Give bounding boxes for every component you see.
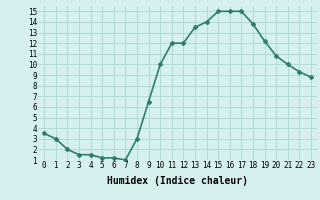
X-axis label: Humidex (Indice chaleur): Humidex (Indice chaleur) — [107, 176, 248, 186]
